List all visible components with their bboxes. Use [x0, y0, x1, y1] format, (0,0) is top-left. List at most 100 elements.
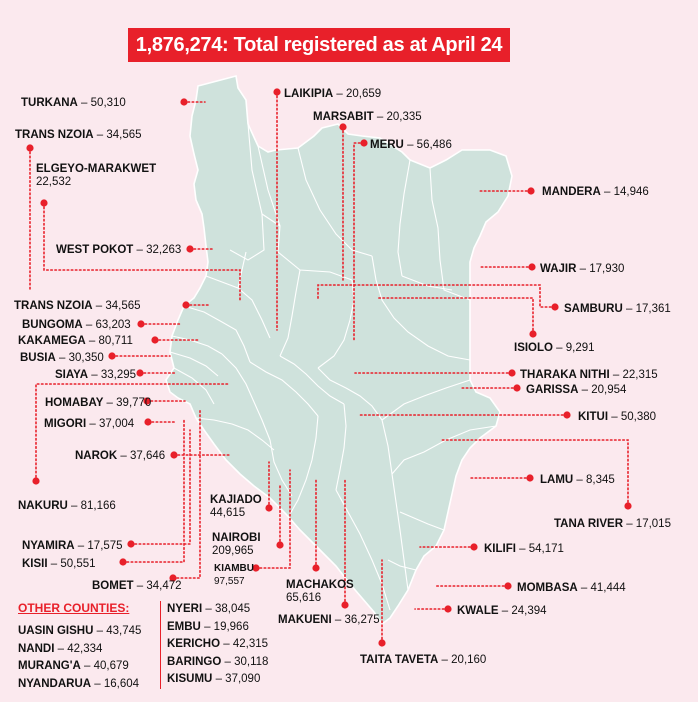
- county-value: 40,679: [93, 660, 129, 672]
- county-name: NYANDARUA: [18, 677, 92, 690]
- other-county-row: KISUMU – 37,090: [167, 673, 261, 685]
- county-name: KWALE: [457, 605, 499, 617]
- county-label-siaya: SIAYA – 33,295: [55, 369, 137, 381]
- county-value: 37,646: [129, 450, 166, 462]
- county-value: 34,472: [146, 580, 182, 592]
- leader-dot-homabay: [143, 397, 151, 405]
- county-name: KISUMU: [167, 673, 213, 685]
- county-value: 44,615: [210, 507, 246, 519]
- other-county-row: UASIN GISHU – 43,745: [18, 625, 142, 637]
- county-label-kwale: KWALE – 24,394: [457, 605, 547, 617]
- county-value: 17,575: [87, 540, 123, 552]
- county-label-lamu: LAMU – 8,345: [540, 474, 615, 486]
- leader-dot-migori: [144, 418, 152, 426]
- county-label-elgeyo: ELGEYO-MARAKWET 22,532: [36, 163, 156, 189]
- county-value: 24,394: [511, 605, 547, 617]
- leader-dot-kwale: [444, 605, 452, 613]
- county-name: TURKANA: [21, 97, 78, 109]
- county-label-meru: MERU – 56,486: [370, 139, 452, 151]
- county-label-kilifi: KILIFI – 54,171: [484, 543, 564, 555]
- leader-dot-nakuru: [32, 477, 40, 485]
- leader-dot-garissa: [513, 384, 521, 392]
- county-value: 97,557: [214, 576, 245, 587]
- leader-dot-kajiado: [265, 504, 273, 512]
- county-name: MURANG'A: [18, 660, 81, 672]
- county-name: MERU: [370, 139, 404, 151]
- county-label-busia: BUSIA – 30,350: [20, 352, 104, 364]
- county-name: GARISSA: [526, 384, 579, 396]
- county-name: EMBU: [167, 620, 201, 633]
- leader-line-kisii: [122, 419, 185, 563]
- county-name: UASIN GISHU: [18, 625, 94, 637]
- county-label-nakuru: NAKURU – 81,166: [18, 500, 116, 512]
- county-value: 19,966: [213, 620, 249, 633]
- county-name: THARAKA NITHI: [520, 369, 610, 381]
- leader-dot-tharaka: [508, 369, 516, 377]
- other-county-row: NANDI – 42,334: [18, 642, 103, 655]
- county-value: 43,745: [106, 625, 142, 637]
- county-name: MANDERA: [542, 186, 601, 198]
- county-value: 30,118: [234, 655, 269, 668]
- county-value: 20,659: [346, 88, 382, 100]
- county-name: KITUI: [578, 411, 609, 423]
- county-boundaries: [169, 123, 497, 611]
- county-name: SIAYA: [55, 369, 89, 381]
- leader-dot-tana-river: [624, 502, 632, 510]
- county-value: 32,263: [146, 244, 182, 256]
- county-value: 33,295: [100, 369, 137, 381]
- other-county-row: BARINGO – 30,118: [167, 655, 269, 668]
- county-name: MIGORI: [44, 418, 87, 430]
- leader-dot-samburu: [551, 303, 559, 311]
- county-label-tana-river: TANA RIVER – 17,015: [554, 518, 671, 530]
- county-label-trans-nzoia: TRANS NZOIA – 34,565: [14, 300, 141, 312]
- title-banner: 1,876,274: Total registered as at April …: [128, 28, 510, 62]
- leader-line-kiambu: [255, 469, 291, 569]
- county-label-kisii: KISII – 50,551: [22, 558, 96, 570]
- leader-dot-taita: [378, 639, 386, 647]
- county-name: WEST POKOT: [56, 244, 134, 256]
- county-value: 30,350: [68, 352, 104, 364]
- county-value: 209,965: [212, 545, 254, 557]
- county-label-kiambu: KIAMBU 97,557: [214, 562, 254, 588]
- leader-dot-laikipia: [273, 88, 281, 96]
- county-name: TAITA TAVETA: [360, 654, 439, 666]
- county-value: 42,315: [232, 638, 269, 650]
- leader-dot-lamu: [526, 474, 534, 482]
- county-label-homabay: HOMABAY – 39,770: [45, 397, 152, 409]
- county-name: KILIFI: [484, 543, 516, 555]
- county-name: ELGEYO-MARAKWET: [36, 163, 157, 175]
- county-value: 20,160: [451, 654, 487, 666]
- county-label-kakamega: KAKAMEGA – 80,711: [18, 335, 133, 347]
- other-county-row: NYANDARUA – 16,604: [18, 677, 140, 690]
- county-name: WAJIR: [540, 263, 577, 275]
- leader-dot-elgeyo: [40, 199, 48, 207]
- county-name: NAIROBI: [212, 532, 261, 544]
- county-name: NYAMIRA: [22, 540, 75, 552]
- leader-line-bomet: [172, 409, 201, 579]
- county-name: HOMABAY: [45, 397, 104, 409]
- leader-dot-kilifi: [470, 543, 478, 551]
- leader-dot-narok: [170, 451, 178, 459]
- leader-lines: [29, 91, 629, 644]
- county-label-tharaka: THARAKA NITHI – 22,315: [520, 369, 658, 381]
- county-value: 65,616: [286, 592, 322, 604]
- leader-dot-bomet: [169, 574, 177, 582]
- leader-line-elgeyo: [43, 202, 241, 301]
- county-label-kitui: KITUI – 50,380: [578, 411, 657, 423]
- county-name: SAMBURU: [564, 303, 623, 315]
- leader-dot-isiolo: [529, 330, 537, 338]
- other-counties-title: OTHER COUNTIES:: [18, 601, 130, 615]
- leader-dot-nairobi: [276, 541, 284, 549]
- county-value: 56,486: [416, 139, 452, 151]
- county-value: 20,954: [591, 384, 627, 396]
- county-name: NYERI: [167, 603, 203, 615]
- county-name: MOMBASA: [517, 582, 578, 594]
- leader-dot-mandera: [527, 187, 535, 195]
- county-label-taita: TAITA TAVETA – 20,160: [360, 654, 487, 666]
- county-label-trans-nzoia-top: TRANS NZOIA – 34,565: [15, 129, 142, 141]
- county-name: KAKAMEGA: [18, 335, 86, 347]
- leader-dot-nyamira: [127, 540, 135, 548]
- county-label-machakos: MACHAKOS 65,616: [286, 579, 354, 605]
